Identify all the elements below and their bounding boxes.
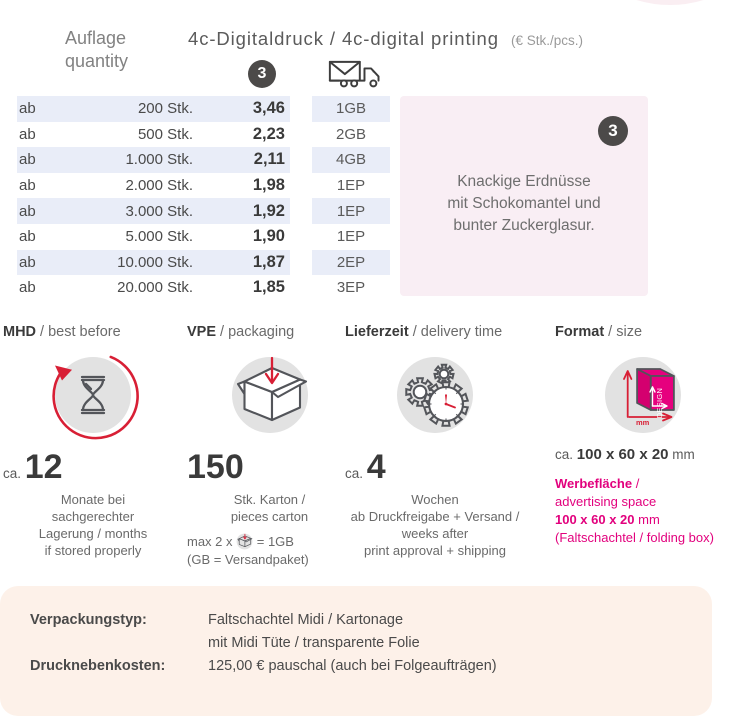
svg-text:DESIGN: DESIGN: [655, 388, 664, 419]
svg-text:mm: mm: [636, 418, 650, 427]
